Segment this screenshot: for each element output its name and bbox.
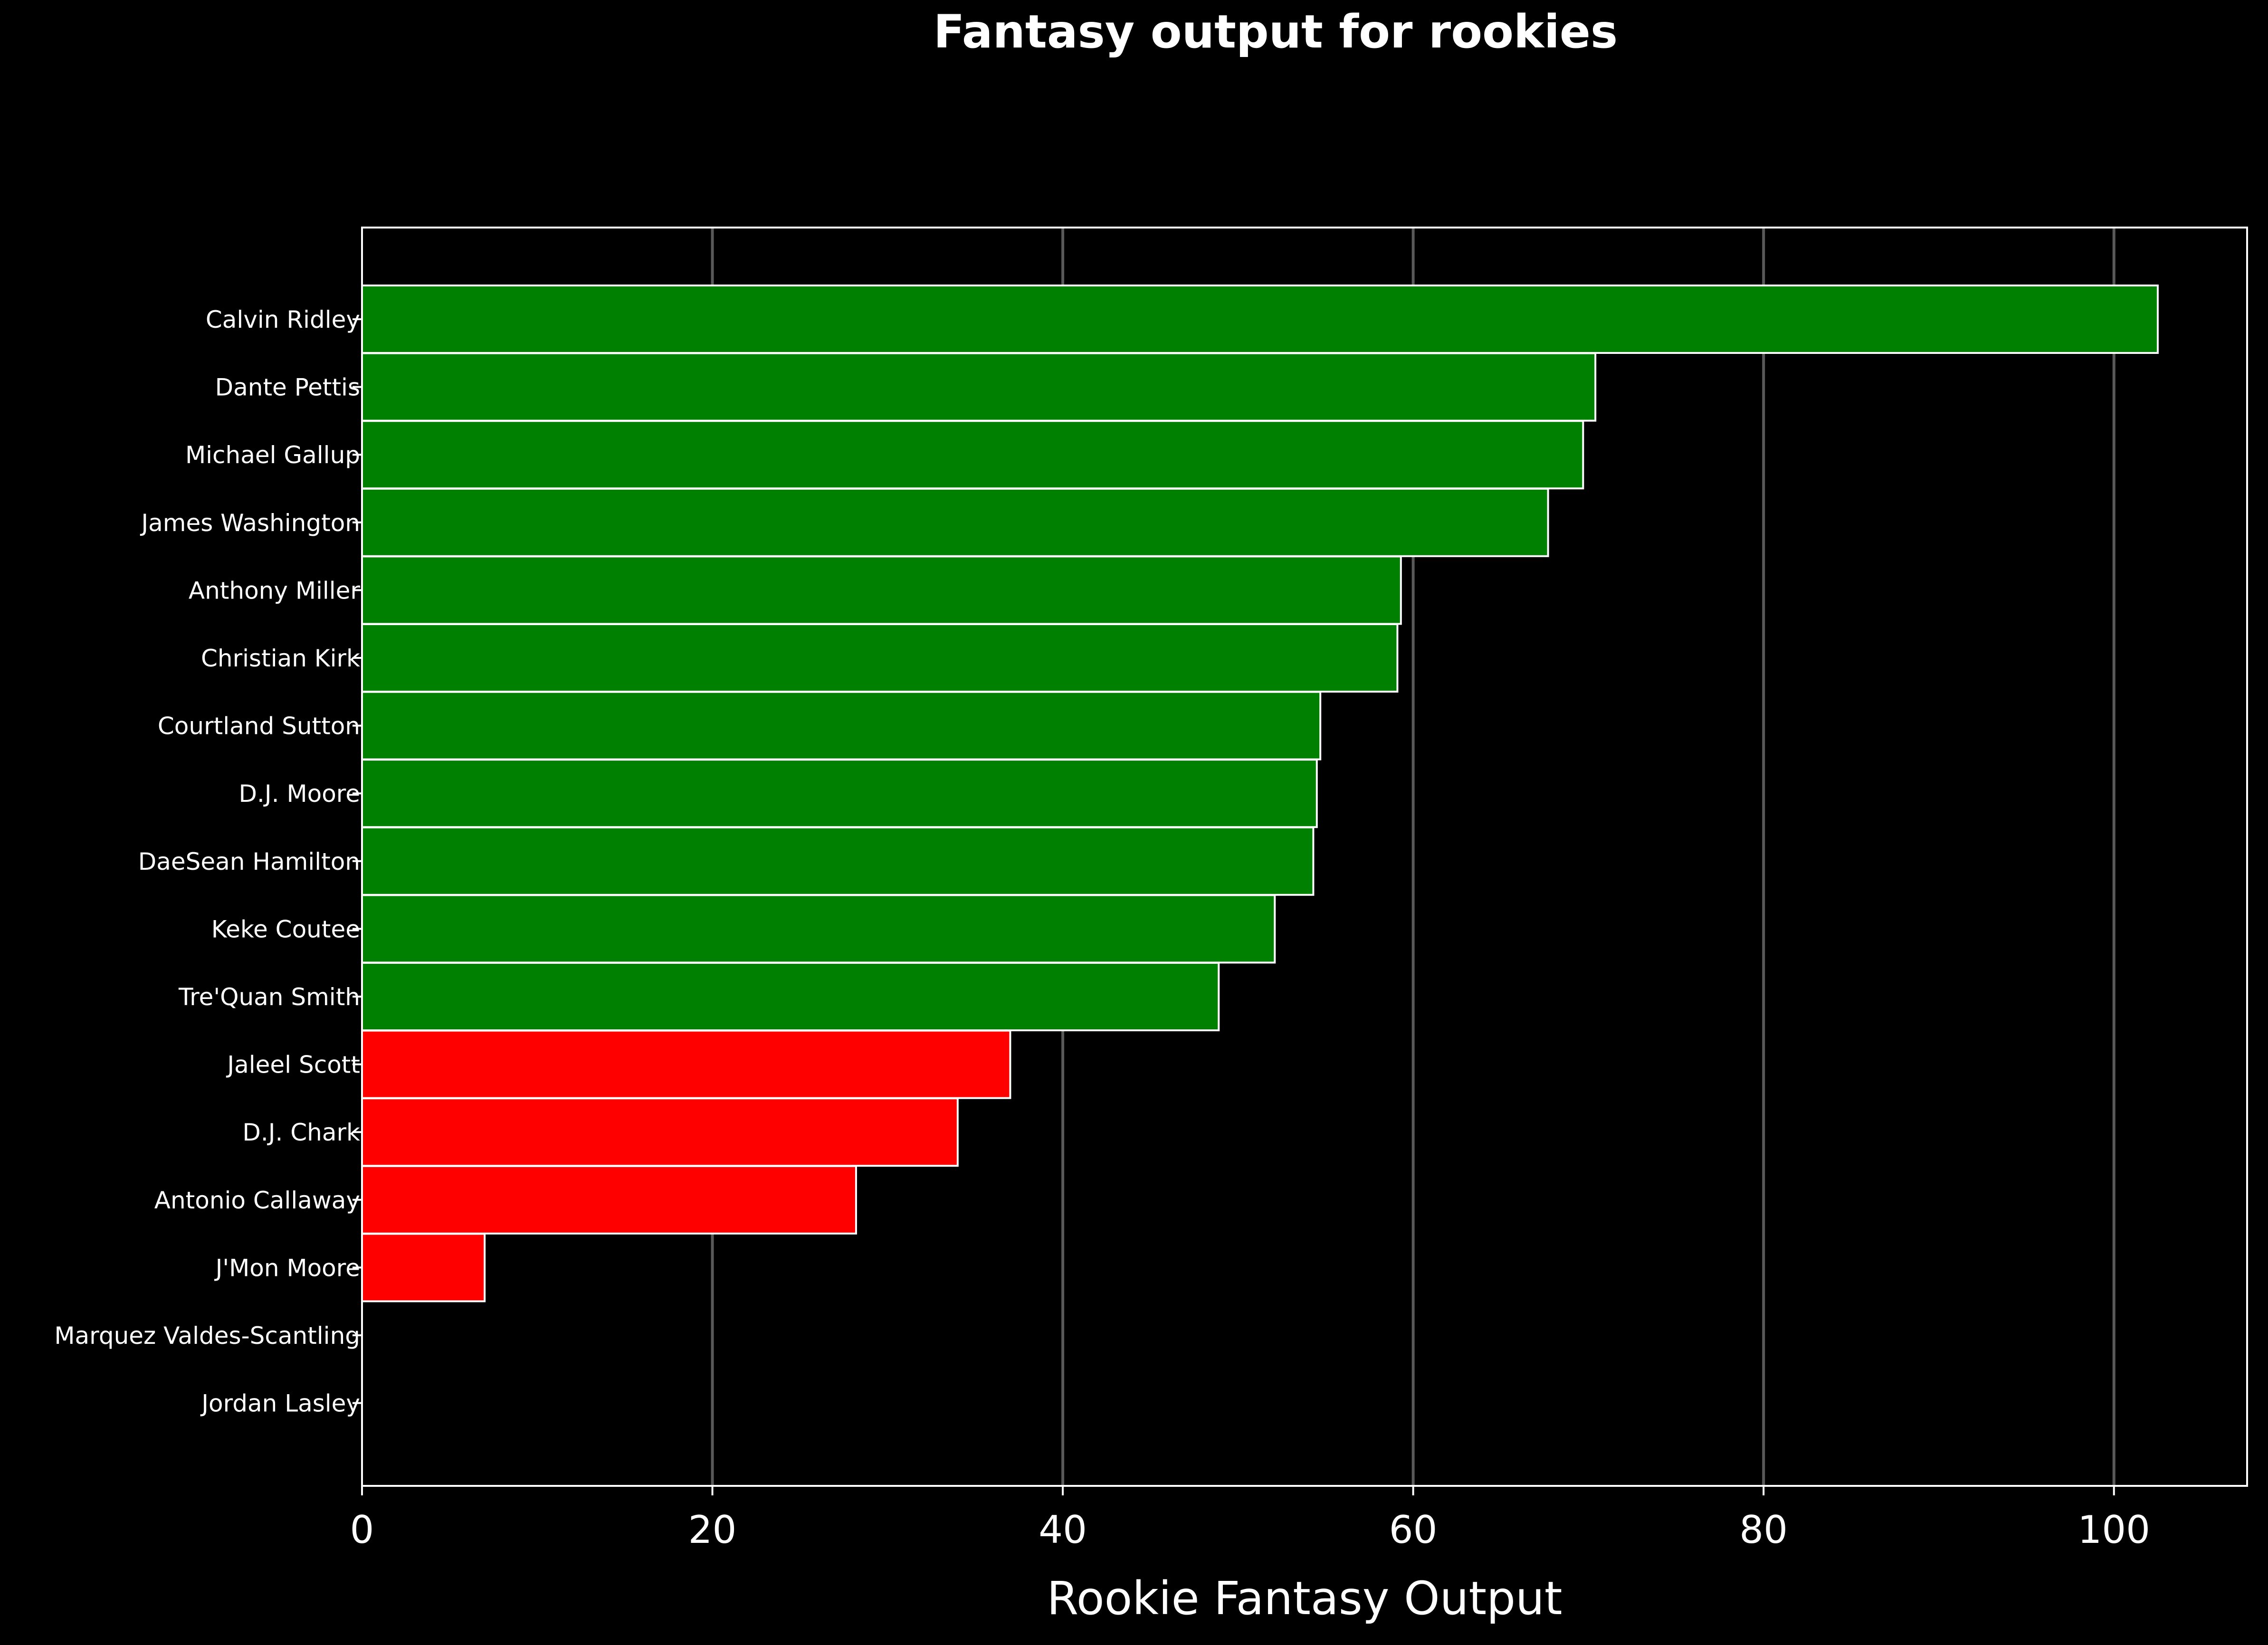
x-tick-label: 80 (1739, 1508, 1788, 1552)
tick-labels: 0 20 40 60 80 100 Calvin Ridley Dante Pettis Mic… (54, 306, 2150, 1552)
bar (361, 1233, 486, 1303)
y-tick-label: Tre'Quan Smith (178, 983, 360, 1011)
axes (353, 227, 2248, 1495)
bar (361, 1165, 857, 1235)
bar (361, 487, 1549, 557)
x-tick-label: 0 (350, 1508, 374, 1552)
x-tick-label: 20 (688, 1508, 737, 1552)
bar (361, 1029, 1011, 1099)
y-tick-label: Dante Pettis (215, 374, 360, 401)
y-tick-label: Anthony Miller (189, 577, 361, 604)
plot-frame (361, 227, 2248, 1487)
y-tick-label: Christian Kirk (201, 645, 360, 672)
y-tick-label: DaeSean Hamilton (138, 848, 360, 875)
x-tick-label: 60 (1389, 1508, 1438, 1552)
x-tick-label: 40 (1039, 1508, 1087, 1552)
bar (361, 962, 1220, 1031)
bar (361, 555, 1402, 625)
bar (361, 623, 1399, 693)
bar (361, 420, 1584, 490)
bar (361, 894, 1276, 964)
bar (361, 1097, 959, 1167)
x-tick-label: 100 (2077, 1508, 2150, 1552)
bar (361, 759, 1318, 828)
y-tick-label: Antonio Callaway (154, 1187, 360, 1214)
y-tick-label: Courtland Sutton (158, 713, 360, 740)
bar (361, 691, 1322, 761)
y-tick-label: Michael Gallup (185, 441, 360, 469)
bar (361, 352, 1597, 422)
bar (361, 285, 2159, 354)
y-tick-label: James Washington (140, 509, 360, 537)
y-tick-label: Keke Coutee (211, 915, 360, 943)
y-tick-label: J'Mon Moore (214, 1254, 360, 1282)
y-tick-label: Marquez Valdes-Scantling (54, 1322, 360, 1350)
y-tick-label: D.J. Chark (242, 1119, 360, 1146)
y-tick-label: Jaleel Scott (226, 1051, 360, 1079)
bars (361, 285, 2159, 1303)
y-tick-label: Calvin Ridley (206, 306, 360, 333)
bar (361, 826, 1315, 896)
y-tick-label: Jordan Lasley (200, 1390, 360, 1417)
y-tick-label: D.J. Moore (239, 780, 360, 808)
x-axis-label: Rookie Fantasy Output (1047, 1572, 1562, 1625)
chart-title: Fantasy output for rookies (934, 5, 1618, 58)
